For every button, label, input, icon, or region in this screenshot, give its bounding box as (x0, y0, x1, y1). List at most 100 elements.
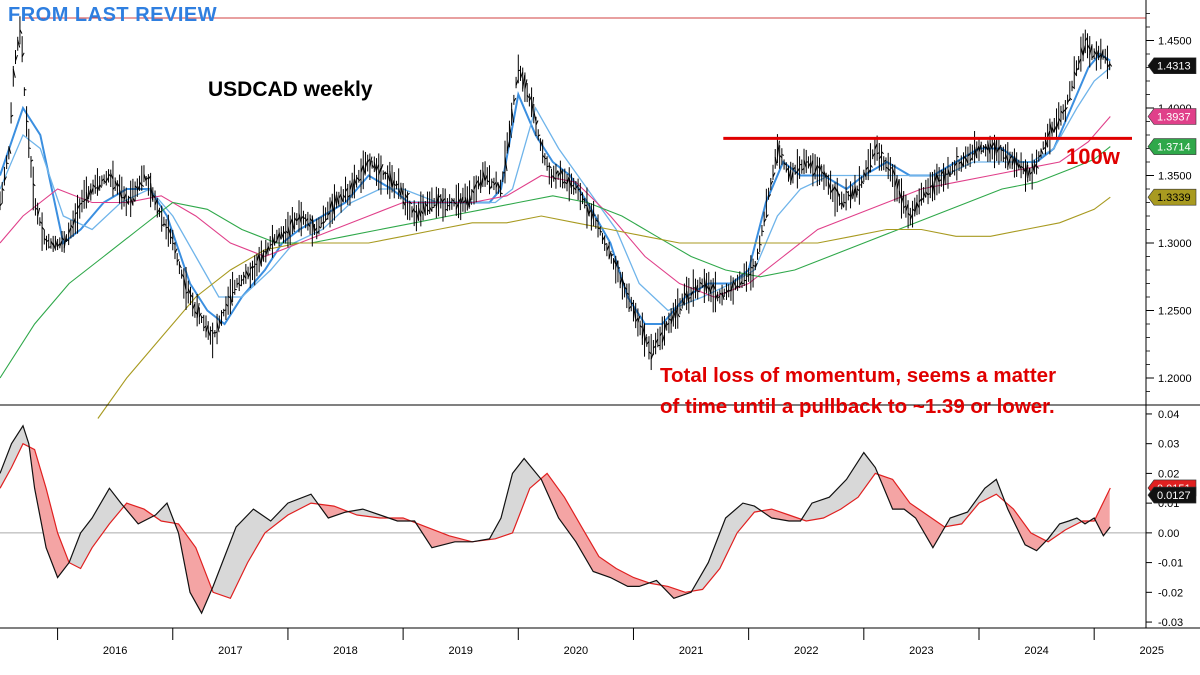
price-bar-tick (283, 230, 286, 235)
price-bar-tick (730, 282, 734, 293)
ma-50w-value-label-box (1147, 108, 1197, 125)
price-bar-tick (571, 184, 574, 187)
price-bar-tick (74, 212, 78, 215)
price-bar-tick (710, 284, 714, 291)
last-price-label-box (1147, 57, 1197, 75)
price-bar-tick (905, 204, 909, 212)
price-bar-tick (376, 164, 380, 171)
x-tick-label: 2018 (333, 645, 357, 657)
analysis-note-line2: of time until a pullback to ~1.39 or low… (660, 395, 1055, 418)
price-bar-tick (511, 108, 515, 123)
momentum-fill-down (175, 523, 213, 614)
price-bar-tick (1104, 57, 1108, 61)
price-bar-tick (351, 179, 355, 196)
price-bar-tick (442, 198, 446, 202)
price-bar-tick (176, 258, 180, 262)
price-bar-tick (706, 284, 710, 290)
momentum-fill-up (153, 503, 175, 524)
price-bar-tick (389, 170, 393, 188)
price-bar-tick (1062, 109, 1066, 113)
price-bar-tick (978, 144, 982, 153)
price-bar-tick (876, 152, 880, 155)
price-bar-tick (285, 230, 289, 234)
price-bar-tick (1056, 121, 1060, 129)
price-bar-tick (619, 276, 623, 285)
price-bar-tick (458, 198, 461, 204)
price-bar-tick (832, 186, 836, 192)
price-bar-tick (568, 178, 572, 188)
price-bar-tick (506, 141, 510, 152)
price-bar-tick (1089, 45, 1093, 55)
price-bar-tick (843, 201, 847, 204)
price-bar-tick (703, 277, 707, 292)
price-bar-tick (801, 168, 805, 171)
price-bar-tick (940, 170, 944, 175)
price-bar-tick (192, 303, 196, 310)
price-bar-tick (482, 170, 486, 181)
price-bar-tick (608, 250, 612, 259)
price-bar-tick (566, 176, 570, 185)
price-bar-tick (309, 218, 313, 222)
price-bar-tick (110, 173, 114, 179)
price-bar-tick (382, 171, 386, 176)
price-bar-tick (1060, 110, 1064, 114)
price-bar-tick (241, 278, 244, 282)
momentum-fill-down (1095, 489, 1110, 536)
price-bar-tick (981, 150, 984, 152)
price-bar-tick (475, 180, 479, 185)
price-bar-tick (695, 285, 698, 293)
price-bar-tick (147, 175, 151, 180)
price-bar-tick (165, 226, 169, 229)
price-bar-tick (307, 222, 311, 227)
price-bar-tick (8, 146, 12, 154)
price-bar-tick (66, 238, 69, 242)
price-bar-tick (119, 189, 123, 199)
price-bar-tick (1031, 162, 1035, 173)
price-bar-tick (653, 345, 656, 349)
y-tick-label: 1.2500 (1158, 306, 1192, 318)
price-bar-tick (987, 141, 991, 154)
ma-100w-line (0, 146, 1111, 379)
price-bar-tick (1047, 130, 1051, 138)
price-bar-tick (291, 220, 295, 233)
price-bar-tick (362, 165, 366, 176)
price-bar-tick (960, 161, 964, 168)
price-bar-tick (588, 209, 592, 214)
price-bar-tick (152, 194, 156, 198)
y-tick-label: 1.3000 (1158, 238, 1192, 250)
price-bar-tick (854, 185, 858, 198)
price-bar-tick (201, 316, 204, 319)
price-bar-tick (1020, 165, 1024, 169)
price-bar-tick (336, 195, 340, 205)
price-bar-tick (1042, 147, 1046, 150)
price-bar-tick (404, 193, 408, 199)
price-bar-tick (765, 214, 769, 218)
price-bar-tick (500, 192, 503, 195)
price-bar-tick (590, 210, 594, 221)
osc-tick-label: -0.01 (1158, 558, 1183, 570)
price-bar-tick (816, 164, 820, 169)
price-bar-tick (52, 242, 56, 250)
price-bar-tick (557, 172, 561, 177)
price-bar-tick (123, 193, 127, 201)
price-bar-tick (460, 196, 464, 205)
price-bar-tick (867, 169, 871, 174)
momentum-fill-down (541, 473, 651, 587)
price-bar-tick (575, 185, 579, 189)
price-bar-tick (125, 199, 129, 205)
price-bar-tick (271, 236, 275, 245)
osc-main-value-label-box (1147, 486, 1197, 504)
price-bar-tick (537, 134, 541, 137)
price-bar-tick (136, 185, 140, 191)
price-bar-tick (693, 287, 696, 289)
momentum-fill-up (212, 494, 319, 599)
price-bar-tick (898, 190, 902, 199)
price-bar-tick (223, 309, 226, 312)
price-bar-tick (57, 243, 60, 247)
price-bar-tick (599, 230, 603, 233)
momentum-fill-up (945, 479, 1006, 527)
momentum-signal-line (0, 442, 1111, 600)
price-bar-tick (495, 181, 499, 188)
price-bar-tick (380, 164, 384, 171)
price-bar-tick (963, 155, 966, 160)
